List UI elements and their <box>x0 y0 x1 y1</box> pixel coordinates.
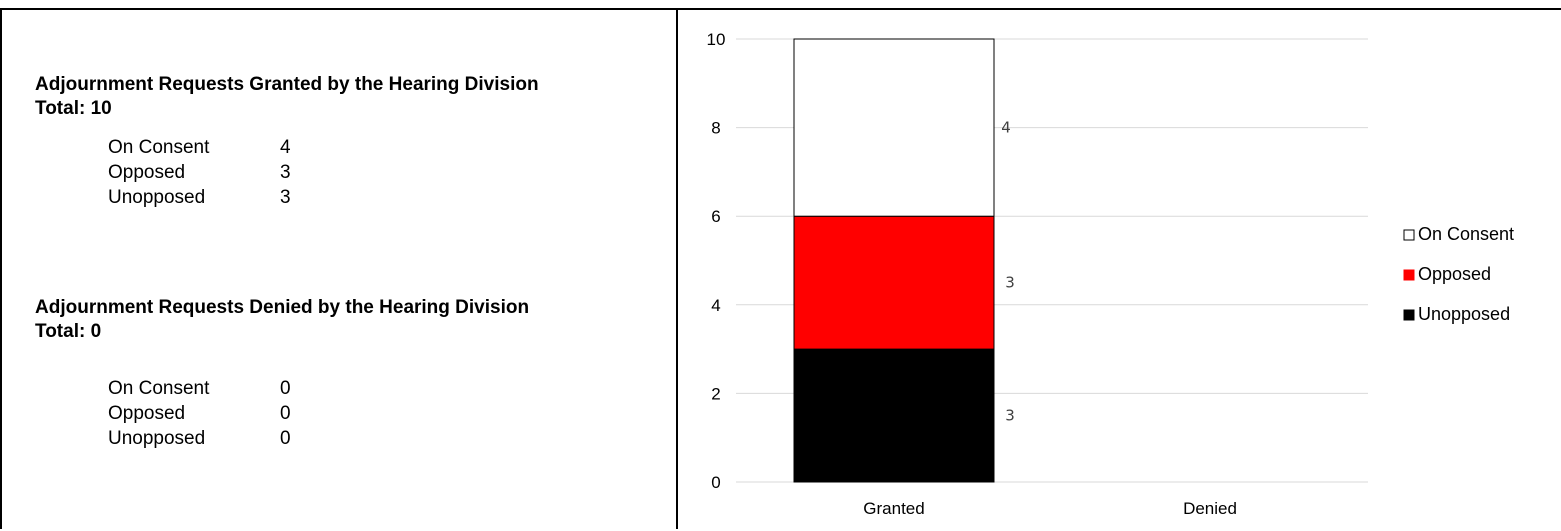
legend-label: Opposed <box>1418 264 1491 284</box>
legend-swatch-opposed <box>1403 269 1415 281</box>
legend-swatch-on-consent <box>1403 229 1415 241</box>
row-value: 0 <box>280 378 291 399</box>
data-label: 3 <box>1005 274 1015 292</box>
denied-breakdown: On Consent 0 Opposed 0 Unopposed 0 <box>108 376 320 451</box>
row-value: 3 <box>280 187 291 208</box>
summary-panel: Adjournment Requests Granted by the Hear… <box>0 8 678 529</box>
row-label: Opposed <box>108 403 186 424</box>
granted-breakdown: On Consent 4 Opposed 3 Unopposed 3 <box>108 135 320 210</box>
stacked-bar-chart: 0 2 4 6 8 10 Granted Denied 3 3 4 On Consent Opposed… <box>707 30 1515 518</box>
x-tick-label: Granted <box>863 499 924 518</box>
bar-segment-on-consent <box>793 38 995 217</box>
granted-title: Adjournment Requests Granted by the Hear… <box>35 74 539 95</box>
bar-segment-opposed <box>793 215 995 350</box>
row-value: 4 <box>280 137 291 158</box>
granted-row-on-consent: On Consent 4 <box>108 135 320 160</box>
bar-segment-unopposed <box>793 348 995 483</box>
row-label: On Consent <box>108 378 210 399</box>
y-tick-label: 2 <box>711 384 720 403</box>
granted-total: Total: 10 <box>35 98 112 119</box>
y-tick-label: 10 <box>707 30 726 49</box>
y-tick-label: 4 <box>711 296 720 315</box>
row-label: Unopposed <box>108 428 206 449</box>
denied-row-opposed: Opposed 0 <box>108 401 320 426</box>
granted-row-unopposed: Unopposed 3 <box>108 185 320 210</box>
denied-total: Total: 0 <box>35 321 102 342</box>
y-tick-label: 6 <box>711 207 720 226</box>
legend-label: Unopposed <box>1418 304 1510 324</box>
x-tick-label: Denied <box>1183 499 1237 518</box>
chart-panel: 0 2 4 6 8 10 Granted Denied 3 3 4 On Consent Opposed… <box>678 8 1561 529</box>
row-value: 0 <box>280 403 291 424</box>
denied-title: Adjournment Requests Denied by the Heari… <box>35 297 530 318</box>
data-label: 3 <box>1005 407 1015 425</box>
row-label: Unopposed <box>108 187 206 208</box>
row-label: Opposed <box>108 162 186 183</box>
row-value: 0 <box>280 428 291 449</box>
data-label: 4 <box>1001 119 1011 137</box>
y-tick-label: 0 <box>711 473 720 492</box>
row-label: On Consent <box>108 137 210 158</box>
denied-row-on-consent: On Consent 0 <box>108 376 320 401</box>
denied-row-unopposed: Unopposed 0 <box>108 426 320 451</box>
legend-swatch-unopposed <box>1403 309 1415 321</box>
row-value: 3 <box>280 162 291 183</box>
legend-label: On Consent <box>1418 224 1514 244</box>
y-tick-label: 8 <box>711 119 720 138</box>
granted-row-opposed: Opposed 3 <box>108 160 320 185</box>
